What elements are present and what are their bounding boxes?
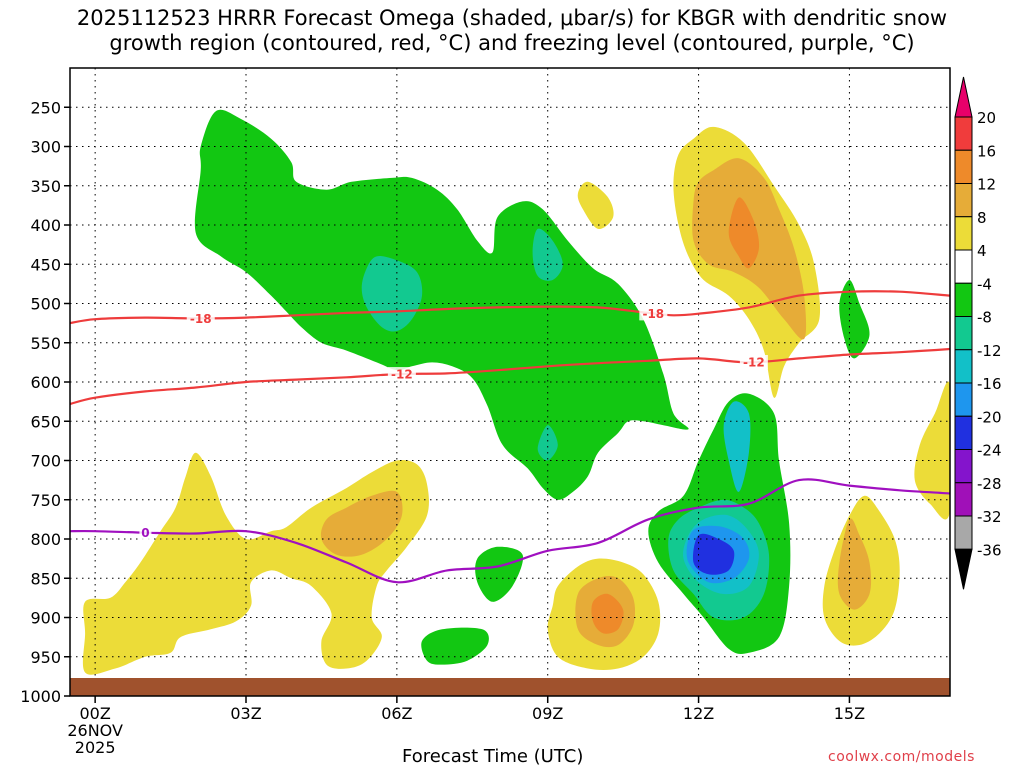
colorbar-swatch: [954, 183, 973, 218]
y-tick-label: 650: [30, 412, 61, 431]
x-tick-label: 12Z: [683, 704, 714, 723]
colorbar-swatch: [954, 415, 973, 450]
dgz-contour-line: [70, 347, 950, 406]
colorbar-label: -16: [977, 375, 1002, 393]
omega-region-yellow-far-right: [914, 381, 950, 520]
omega-region-teal-blob3: [537, 425, 558, 461]
colorbar-label: 12: [977, 176, 996, 194]
colorbar-label: -4: [977, 275, 992, 293]
colorbar: 20 16 12 8 4 -4 -8 -12 -16 -20 -24 -28 -32 -36: [954, 76, 1002, 590]
y-tick-label: 850: [30, 569, 61, 588]
colorbar-swatch: [954, 216, 973, 251]
omega-region-orange-low-left: [320, 490, 403, 557]
y-tick-label: 450: [30, 255, 61, 274]
colorbar-label: -28: [977, 475, 1002, 493]
dgz-contour-label: -18: [642, 307, 664, 321]
colorbar-swatch: [954, 515, 973, 550]
y-axis-ticks: 250 300 350 400 450 500 550 600 650 700 750 800 850 9…: [20, 98, 70, 706]
y-tick-label: 700: [30, 452, 61, 471]
colorbar-swatch: [954, 349, 973, 384]
colorbar-swatch: [954, 249, 973, 284]
x-tick-label: 00Z: [79, 704, 110, 723]
credit-link[interactable]: coolwx.com/models: [828, 749, 975, 765]
freezing-level-contour-label-bg: [139, 525, 152, 540]
colorbar-label: -36: [977, 541, 1002, 559]
colorbar-swatch: [954, 482, 973, 517]
colorbar-label: 20: [977, 109, 996, 127]
omega-region-cyan-tower: [723, 401, 751, 492]
chart-title: 2025112523 HRRR Forecast Omega (shaded, …: [0, 6, 1024, 56]
y-tick-label: 550: [30, 334, 61, 353]
x-tick-label: 09Z: [532, 704, 563, 723]
colorbar-label: -20: [977, 408, 1002, 426]
colorbar-label: 8: [977, 209, 987, 227]
dgz-contour-label-bg: [639, 306, 668, 321]
colorbar-swatch: [954, 282, 973, 317]
y-tick-label: 350: [30, 177, 61, 196]
title-line-1: 2025112523 HRRR Forecast Omega (shaded, …: [76, 6, 948, 30]
omega-region-upper-green: [194, 109, 689, 500]
omega-region-lower-darkblue: [693, 533, 735, 575]
colorbar-swatch: [954, 449, 973, 484]
y-tick-label: 750: [30, 491, 61, 510]
omega-region-yellow-small: [577, 181, 614, 230]
y-tick-label: 400: [30, 216, 61, 235]
y-tick-label: 300: [30, 138, 61, 157]
freezing-level-contour-label: 0: [141, 526, 149, 540]
omega-region-orange-core: [728, 197, 760, 269]
colorbar-swatch: [954, 382, 973, 417]
ground-terrain: [70, 678, 950, 696]
dgz-contour-label: -12: [743, 355, 765, 369]
x-axis-label: Forecast Time (UTC): [402, 746, 584, 767]
y-tick-label: 900: [30, 609, 61, 628]
dgz-contour-label-bg: [186, 311, 215, 326]
colorbar-label: -8: [977, 309, 992, 327]
omega-region-yellow-low-left: [82, 452, 429, 675]
omega-region-green-small1: [475, 546, 524, 602]
colorbar-label: -24: [977, 442, 1002, 460]
freezing-level-contour-line: [70, 478, 950, 584]
y-tick-label: 800: [30, 530, 61, 549]
x-tick-label: 03Z: [230, 704, 261, 723]
colorbar-label: -12: [977, 342, 1002, 360]
colorbar-label: 16: [977, 142, 996, 160]
omega-region-orange-core-low: [591, 593, 624, 634]
x-tick-label: 15Z: [834, 704, 865, 723]
y-tick-label: 600: [30, 373, 61, 392]
colorbar-swatch: [954, 116, 973, 151]
dgz-contour-label: -18: [190, 312, 212, 326]
x-tick-sublabel: 2025: [75, 738, 116, 757]
colorbar-arrow-bottom: [954, 548, 973, 590]
colorbar-swatch: [954, 149, 973, 184]
title-line-2: growth region (contoured, red, °C) and f…: [109, 31, 915, 55]
x-tick-sublabel: 26NOV: [67, 721, 123, 740]
y-tick-label: 250: [30, 98, 61, 117]
colorbar-label: 4: [977, 242, 987, 260]
y-tick-label: 500: [30, 295, 61, 314]
omega-region-orange-low-right: [837, 518, 872, 610]
dgz-contour-label-bg: [387, 367, 416, 382]
contour-lines: -18 -18 -12 -12 0: [70, 290, 950, 584]
colorbar-swatch: [954, 316, 973, 351]
y-tick-label: 1000: [20, 687, 61, 706]
dgz-contour-label-bg: [739, 354, 768, 369]
colorbar-arrow-top: [954, 76, 973, 118]
colorbar-label: -32: [977, 508, 1002, 526]
x-tick-label: 06Z: [381, 704, 412, 723]
omega-region-green-small2: [421, 627, 489, 665]
dgz-contour-label: -12: [391, 368, 413, 382]
y-tick-label: 950: [30, 648, 61, 667]
omega-region-green-right: [839, 280, 870, 359]
